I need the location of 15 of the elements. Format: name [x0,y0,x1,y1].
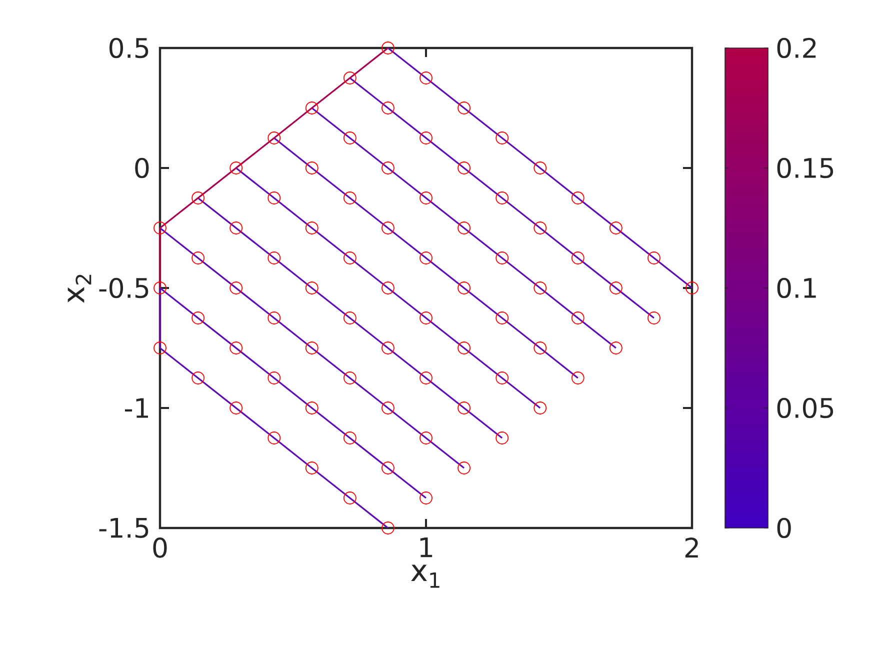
x-tick-label: 0 [153,538,167,558]
color-bar-label: 0.15 [777,158,834,178]
y-tick-label: -1.5 [99,518,148,538]
color-bar-label: 0 [777,518,791,538]
y-tick-label: 0 [135,158,149,178]
color-bar-label: 0.2 [777,38,816,58]
x-tick-label: 1 [420,538,432,558]
y-tick-label: 0.5 [109,38,148,58]
y-axis-title: x$_{2}$ [68,274,92,303]
x-axis-title: x$_{1}$ [411,564,440,588]
x-tick-label: 2 [685,538,698,558]
y-tick-label: -1 [124,398,148,418]
y-tick-label: -0.5 [99,278,148,298]
color-bar-label: 0.05 [777,398,834,418]
color-bar-label: 0.1 [777,278,816,298]
